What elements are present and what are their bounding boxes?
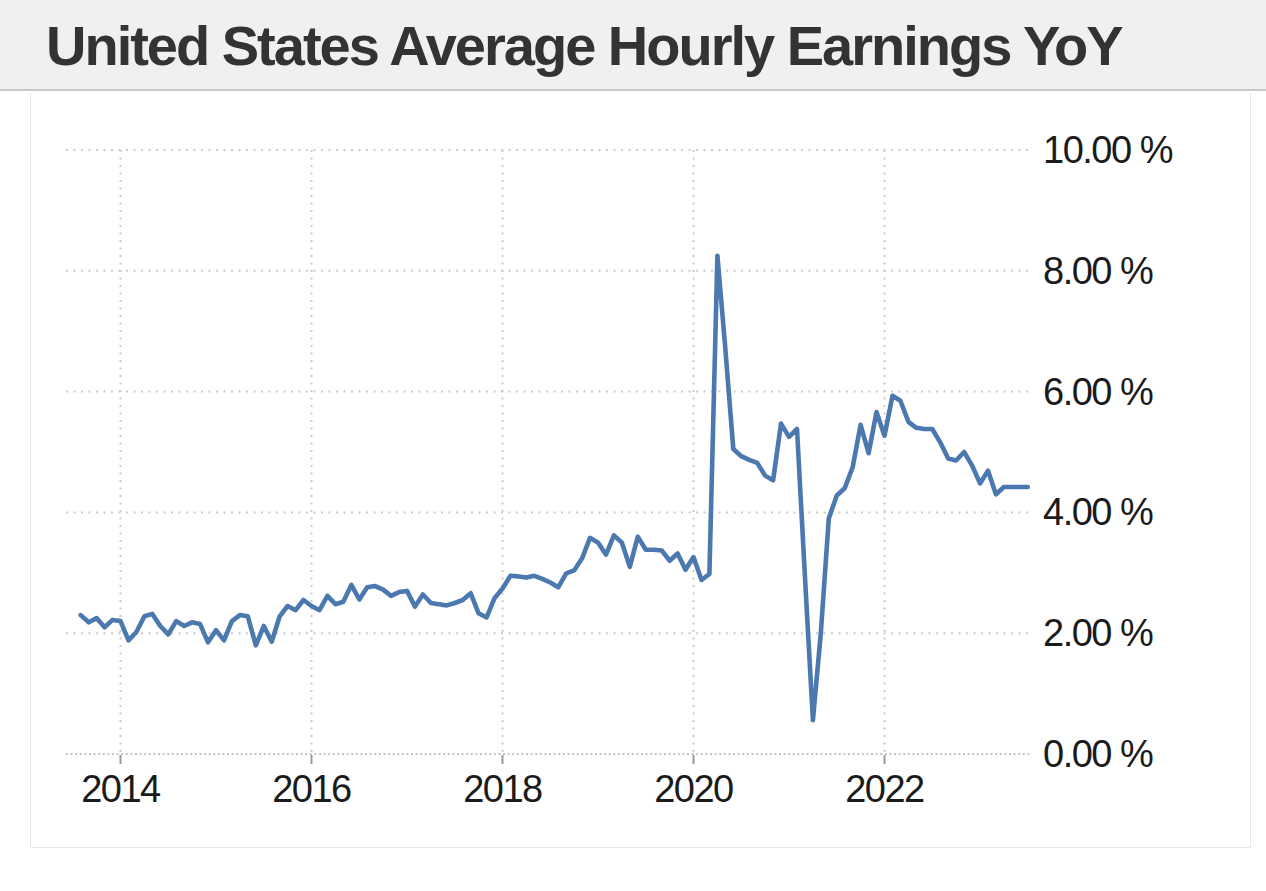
y-axis-label: 0.00 % [1043, 733, 1153, 775]
x-axis-label: 2018 [463, 768, 542, 810]
y-axis-label: 8.00 % [1043, 250, 1153, 292]
x-axis-label: 2016 [272, 768, 351, 810]
earnings-yoy-series[interactable] [81, 256, 1028, 721]
page: United States Average Hourly Earnings Yo… [0, 0, 1266, 891]
x-axis-label: 2020 [654, 768, 733, 810]
earnings-line-chart[interactable]: 10.00 % 8.00 % 6.00 % 4.00 % 2.00 % 0.00 % 201… [0, 0, 1266, 891]
y-axis-label: 10.00 % [1043, 129, 1173, 171]
x-axis-label: 2014 [81, 768, 161, 810]
y-axis-label: 4.00 % [1043, 491, 1153, 533]
x-axis-label: 2022 [845, 768, 924, 810]
y-axis-label: 2.00 % [1043, 612, 1153, 654]
y-axis-label: 6.00 % [1043, 371, 1153, 413]
